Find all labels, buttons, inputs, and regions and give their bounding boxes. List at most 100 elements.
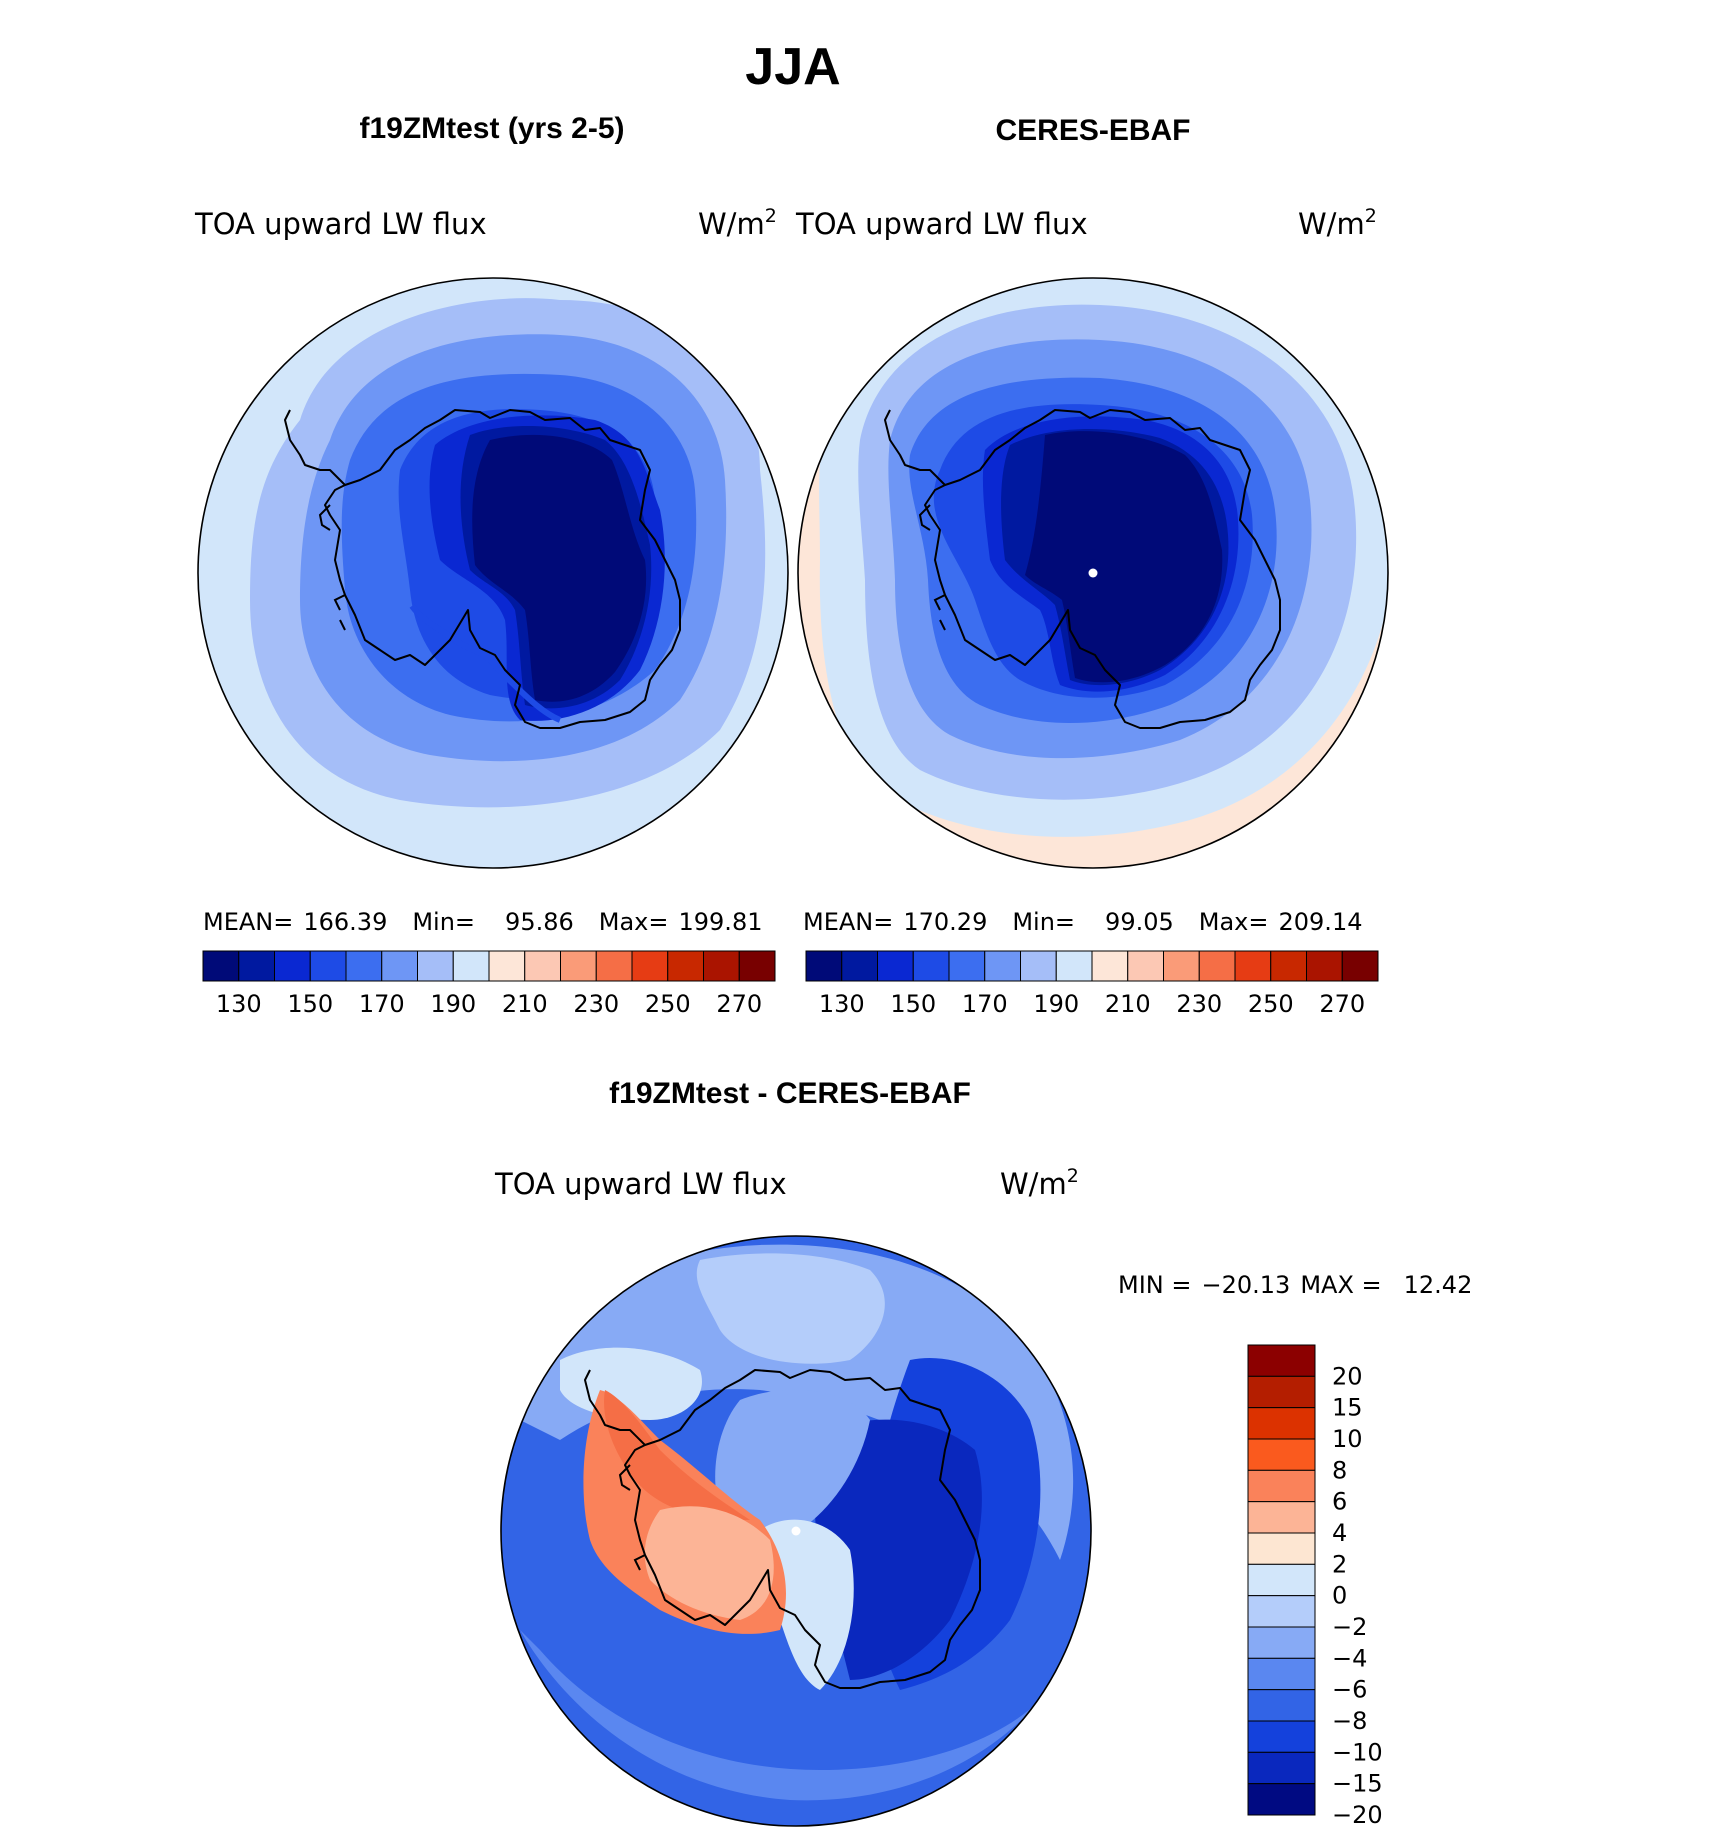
colorbar-swatch bbox=[1270, 950, 1307, 982]
diff-warm-core bbox=[604, 1390, 750, 1520]
panel-obs-islands bbox=[918, 504, 946, 631]
colorbar-swatch bbox=[631, 950, 669, 982]
colorbar-tick-label: −2 bbox=[1332, 1613, 1367, 1641]
panel-model-map-border bbox=[197, 277, 789, 869]
colorbar-swatch bbox=[1247, 1469, 1316, 1503]
colorbar-swatch bbox=[560, 950, 597, 982]
panel-diff-map bbox=[501, 1236, 1091, 1826]
colorbar-swatch bbox=[841, 950, 878, 982]
panel-obs-stats: MEAN= 170.29 Min= 99.05 Max= 209.14 bbox=[803, 908, 1362, 936]
panel-model-coastline bbox=[284, 409, 681, 729]
colorbar-swatch bbox=[1247, 1751, 1316, 1785]
colorbar-swatch bbox=[877, 950, 914, 982]
panel-obs-coastline bbox=[884, 409, 1281, 729]
colorbar-tick-label: −8 bbox=[1332, 1707, 1367, 1735]
panel-diff-islands bbox=[618, 1464, 646, 1571]
diff-pole-marker bbox=[791, 1526, 801, 1536]
colorbar-tick-label: 150 bbox=[890, 990, 936, 1018]
figure-title: JJA bbox=[745, 38, 840, 96]
diff-band-ring-north bbox=[520, 1244, 1074, 1560]
colorbar-swatch bbox=[238, 950, 275, 982]
colorbar-tick-label: 6 bbox=[1332, 1488, 1347, 1516]
colorbar-tick-label: 210 bbox=[1105, 990, 1151, 1018]
colorbar-swatch bbox=[1247, 1720, 1316, 1753]
colorbar-tick-label: 270 bbox=[1319, 990, 1365, 1018]
panel-obs: CERES-EBAF TOA upward LW flux W/m2 MEAN=… bbox=[795, 114, 1389, 1018]
colorbar-swatch bbox=[345, 950, 383, 982]
colorbar-tick-label: 10 bbox=[1332, 1425, 1363, 1453]
panel-diff-map-border bbox=[500, 1235, 1092, 1827]
colorbar-tick-label: 230 bbox=[573, 990, 619, 1018]
colorbar-tick-label: 190 bbox=[1033, 990, 1079, 1018]
colorbar-swatch bbox=[1247, 1689, 1316, 1722]
diff-light-patch-north bbox=[696, 1253, 885, 1364]
colorbar-swatch bbox=[1055, 950, 1093, 982]
colorbar-swatch bbox=[1247, 1657, 1316, 1691]
colorbar-swatch bbox=[1247, 1375, 1316, 1409]
colorbar-tick-label: 250 bbox=[645, 990, 691, 1018]
colorbar-tick-label: 170 bbox=[962, 990, 1008, 1018]
panel-obs-colorbar: 130 150 170 190 210 230 250 270 bbox=[805, 950, 1379, 1018]
panel-obs-title: CERES-EBAF bbox=[995, 114, 1190, 147]
colorbar-swatch bbox=[488, 950, 526, 982]
diff-darker-east bbox=[814, 1419, 982, 1680]
band-lt-130 bbox=[1025, 431, 1223, 683]
colorbar-tick-label: 130 bbox=[819, 990, 865, 1018]
colorbar-swatch bbox=[524, 950, 561, 982]
colorbar-swatch bbox=[595, 950, 633, 982]
colorbar-tick-label: 2 bbox=[1332, 1550, 1347, 1578]
colorbar-swatch bbox=[417, 950, 454, 982]
panel-obs-map bbox=[798, 278, 1388, 868]
panel-diff-minmax: MIN = −20.13 MAX = 12.42 bbox=[1118, 1271, 1472, 1299]
colorbar-swatch bbox=[1247, 1563, 1316, 1597]
colorbar-swatch bbox=[1306, 950, 1343, 982]
colorbar-swatch bbox=[1247, 1438, 1316, 1471]
colorbar-tick-label: 8 bbox=[1332, 1456, 1347, 1484]
colorbar-tick-label: −20 bbox=[1332, 1801, 1383, 1829]
colorbar-tick-label: −6 bbox=[1332, 1676, 1367, 1704]
colorbar-swatch bbox=[1247, 1501, 1316, 1534]
colorbar-swatch bbox=[1247, 1407, 1316, 1440]
colorbar-swatch bbox=[738, 950, 776, 982]
colorbar-tick-label: 4 bbox=[1332, 1519, 1347, 1547]
band-lt-130 bbox=[472, 434, 647, 702]
colorbar-swatch bbox=[381, 950, 418, 982]
panel-obs-map-border bbox=[797, 277, 1389, 869]
colorbar-swatch bbox=[1247, 1626, 1316, 1659]
ross-shelf-shading bbox=[409, 604, 562, 723]
colorbar-tick-label: 15 bbox=[1332, 1394, 1363, 1422]
panel-model-units: W/m2 bbox=[698, 205, 777, 241]
colorbar-swatch bbox=[984, 950, 1021, 982]
panel-diff-title: f19ZMtest - CERES-EBAF bbox=[609, 1077, 971, 1110]
colorbar-swatch bbox=[805, 950, 843, 982]
diff-band-ring-south bbox=[520, 1630, 1040, 1801]
panel-model: f19ZMtest (yrs 2-5) TOA upward LW flux W… bbox=[194, 112, 789, 1018]
panel-diff: f19ZMtest - CERES-EBAF TOA upward LW flu… bbox=[494, 1077, 1472, 1829]
colorbar-swatch bbox=[1247, 1783, 1316, 1816]
colorbar-swatch bbox=[1247, 1595, 1316, 1628]
colorbar-swatch bbox=[1247, 1344, 1316, 1377]
diff-warm-edge bbox=[644, 1506, 774, 1620]
colorbar-swatch bbox=[1163, 950, 1200, 982]
panel-diff-units: W/m2 bbox=[1000, 1165, 1079, 1201]
colorbar-tick-label: 170 bbox=[359, 990, 405, 1018]
panel-obs-units: W/m2 bbox=[1298, 205, 1377, 241]
colorbar-tick-label: −4 bbox=[1332, 1644, 1367, 1672]
colorbar-swatch bbox=[1127, 950, 1164, 982]
colorbar-swatch bbox=[703, 950, 740, 982]
colorbar-swatch bbox=[1341, 950, 1379, 982]
colorbar-swatch bbox=[202, 950, 240, 982]
colorbar-swatch bbox=[1234, 950, 1272, 982]
colorbar-swatch bbox=[452, 950, 490, 982]
panel-model-variable: TOA upward LW flux bbox=[194, 207, 487, 241]
diff-light-patch-west bbox=[560, 1347, 702, 1420]
diff-interior-light-blue bbox=[715, 1389, 870, 1534]
panel-model-colorbar: 130 150 170 190 210 230 250 270 bbox=[202, 950, 776, 1018]
panel-model-islands bbox=[318, 504, 346, 631]
colorbar-tick-label: 210 bbox=[502, 990, 548, 1018]
panel-model-title: f19ZMtest (yrs 2-5) bbox=[359, 112, 624, 145]
colorbar-tick-label: 150 bbox=[287, 990, 333, 1018]
panel-model-map bbox=[198, 278, 788, 868]
